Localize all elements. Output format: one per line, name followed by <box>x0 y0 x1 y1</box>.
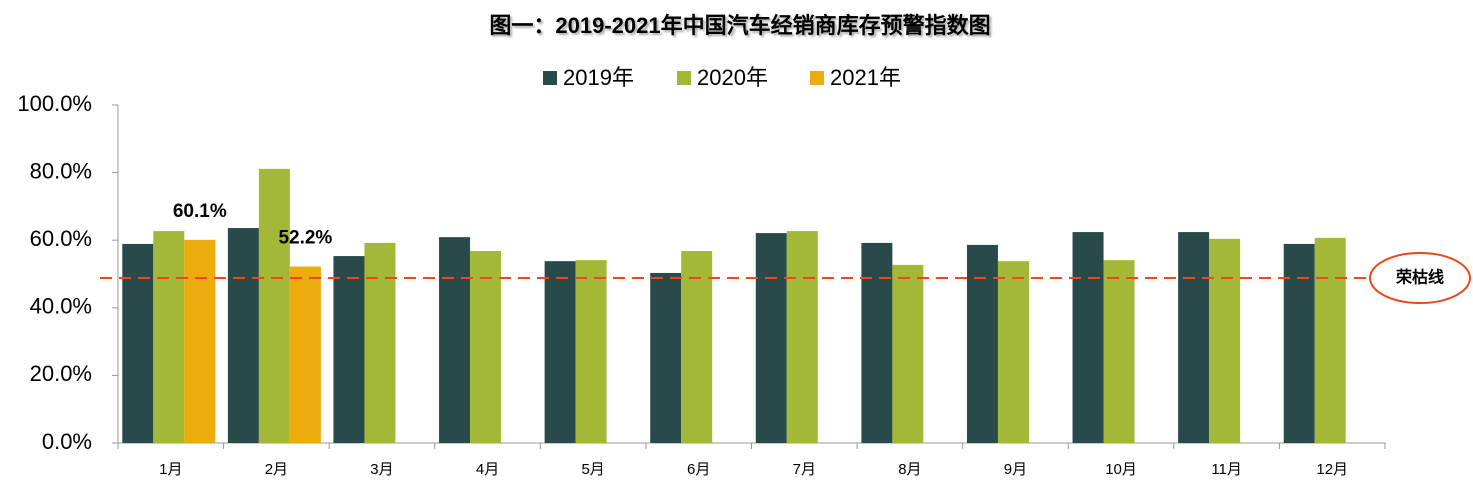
y-tick-label: 80.0% <box>30 158 92 183</box>
bar <box>439 237 471 443</box>
x-tick-label: 2月 <box>265 461 288 478</box>
bar <box>1072 232 1104 443</box>
x-tick-label: 3月 <box>370 461 393 478</box>
bar <box>1314 237 1346 443</box>
chart-title: 图一：2019-2021年中国汽车经销商库存预警指数图 <box>489 13 990 38</box>
bar <box>786 231 818 443</box>
legend-swatch <box>677 71 691 85</box>
x-tick-label: 4月 <box>476 461 499 478</box>
x-tick-label: 1月 <box>159 461 182 478</box>
value-label: 60.1% <box>173 201 227 222</box>
y-tick-label: 60.0% <box>30 226 92 251</box>
bar <box>470 251 502 443</box>
bar <box>861 242 893 443</box>
y-tick-label: 0.0% <box>42 429 92 454</box>
bar <box>650 272 682 443</box>
y-tick-label: 20.0% <box>30 361 92 386</box>
x-tick-label: 7月 <box>793 461 816 478</box>
reference-badge <box>1369 252 1471 305</box>
bar <box>755 233 787 443</box>
bar <box>966 244 998 443</box>
bar <box>153 231 185 443</box>
bar <box>289 266 321 443</box>
legend-label: 2020年 <box>697 65 768 90</box>
bar <box>544 261 576 443</box>
bar <box>892 264 924 443</box>
y-tick-label: 40.0% <box>30 294 92 319</box>
x-tick-label: 5月 <box>581 461 604 478</box>
bar <box>227 228 259 443</box>
x-tick-label: 9月 <box>1004 461 1027 478</box>
legend-swatch <box>810 71 824 85</box>
legend-swatch <box>543 71 557 85</box>
reference-label: 荣枯线 <box>1395 267 1444 286</box>
bar <box>1283 243 1315 443</box>
legend-label: 2019年 <box>563 65 634 90</box>
x-tick-label: 6月 <box>687 461 710 478</box>
legend-label: 2021年 <box>830 65 901 90</box>
bar <box>1209 238 1241 443</box>
bar <box>681 251 713 443</box>
bar <box>997 261 1029 443</box>
bar <box>1178 232 1210 443</box>
x-tick-label: 10月 <box>1105 461 1137 478</box>
y-tick-label: 100.0% <box>17 91 92 116</box>
x-tick-label: 8月 <box>898 461 921 478</box>
bar <box>1103 260 1135 443</box>
x-tick-label: 11月 <box>1211 461 1242 478</box>
value-label: 52.2% <box>278 228 332 249</box>
bar <box>122 243 154 443</box>
x-tick-label: 12月 <box>1316 461 1348 478</box>
bar <box>575 260 607 443</box>
bar <box>333 256 365 443</box>
bar <box>364 242 396 443</box>
bar <box>258 168 290 443</box>
bar <box>184 239 216 443</box>
